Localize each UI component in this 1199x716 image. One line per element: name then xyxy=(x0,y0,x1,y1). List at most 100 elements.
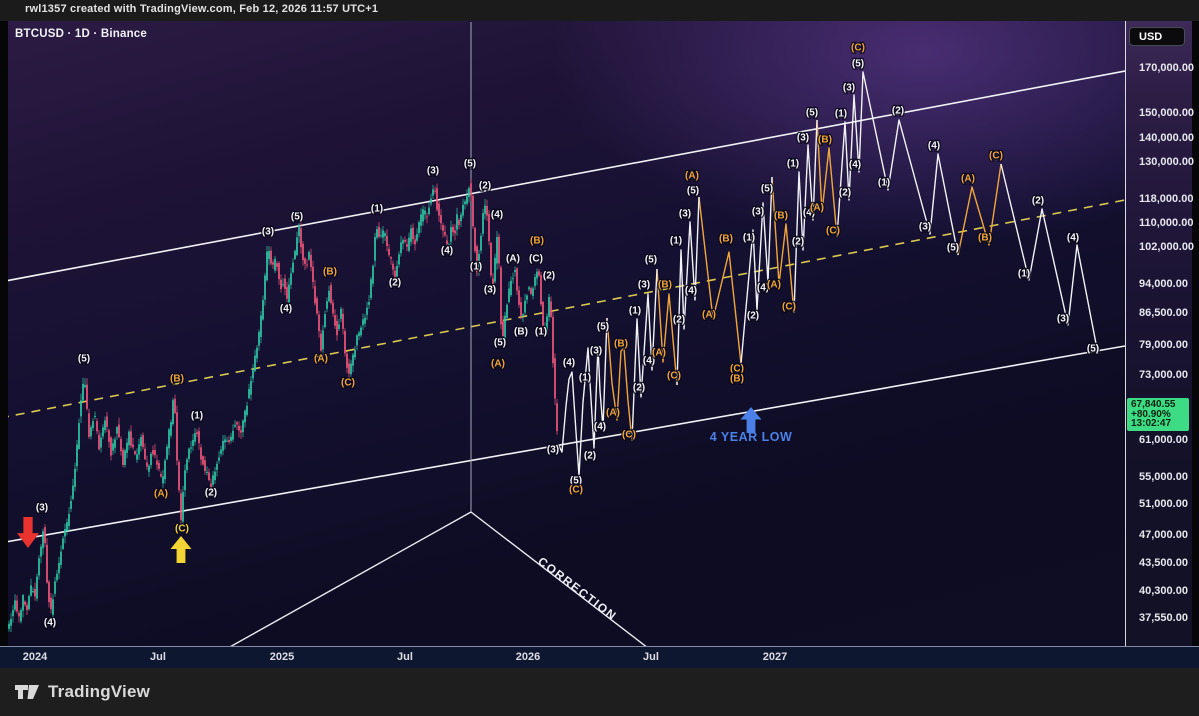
candle-body xyxy=(320,333,322,351)
candle-body xyxy=(376,229,378,238)
candle-body xyxy=(136,454,138,460)
triangle-right[interactable] xyxy=(470,511,648,646)
last-price: 67,840.55 xyxy=(1131,399,1176,410)
wave-label: (4) xyxy=(44,618,56,629)
candle-body xyxy=(368,302,370,305)
bar-countdown: 13:02:47 xyxy=(1131,418,1172,430)
wave-label: (5) xyxy=(761,184,773,195)
candle-body xyxy=(336,320,338,336)
candle-body xyxy=(86,384,88,409)
projection-orange-segment[interactable] xyxy=(957,163,1002,256)
arrows xyxy=(17,407,762,563)
candle-body xyxy=(474,227,476,252)
red-down-arrow[interactable] xyxy=(17,517,39,548)
wave-label: (4) xyxy=(643,356,655,367)
time-axis-label: 2025 xyxy=(269,651,295,663)
candle-body xyxy=(364,317,366,324)
projection-orange-segment[interactable] xyxy=(816,119,838,238)
candle-body xyxy=(242,420,244,433)
candle-body xyxy=(192,439,194,447)
candle-body xyxy=(16,600,18,612)
candle-body xyxy=(392,263,394,270)
chart-plot[interactable]: (3) (4) (5) (A) (B) (C) (1) (2) (3) (4) (5) (B) (A)(… xyxy=(8,21,1125,646)
wave-label: (B) xyxy=(818,135,832,146)
candle-body xyxy=(46,544,48,583)
projection-white-segment[interactable] xyxy=(740,176,773,365)
candle-body xyxy=(440,215,442,224)
wave-label: (B) xyxy=(514,327,528,338)
wave-label: (B) xyxy=(530,236,544,247)
candle-body xyxy=(414,239,416,245)
time-axis-label: Jul xyxy=(150,651,166,663)
candle-body xyxy=(34,588,36,597)
candle-body xyxy=(84,384,86,388)
candle-body xyxy=(454,230,456,234)
candle-body xyxy=(150,453,152,466)
channel-upper[interactable] xyxy=(8,70,1125,282)
price-axis[interactable]: USD 67,840.55 +80.90% 13:02:47 170,000.0… xyxy=(1125,21,1195,646)
wave-label: (5) xyxy=(464,159,476,170)
candle-body xyxy=(112,443,114,451)
candle-body xyxy=(158,463,160,469)
midline-dashed[interactable] xyxy=(8,199,1125,418)
price-axis-label: 150,000.00 xyxy=(1139,107,1195,119)
wave-label: (3) xyxy=(547,445,559,456)
price-axis-label: 110,000.00 xyxy=(1139,217,1194,229)
price-axis-label: 118,000.00 xyxy=(1139,193,1194,205)
time-axis[interactable]: 2024 Jul 2025 Jul 2026 Jul 2027 xyxy=(0,646,1199,668)
wave-label: (C) xyxy=(667,371,681,382)
candle-body xyxy=(430,198,432,204)
candle-body xyxy=(540,275,542,305)
chart-svg[interactable]: (3)(4)(5)(A)(B)(C)(1)(2)(3)(4)(5)(B)(A)(… xyxy=(8,21,1125,646)
wave-label: (3) xyxy=(752,207,764,218)
blue-up-arrow[interactable] xyxy=(740,407,762,433)
projection-white-segment[interactable] xyxy=(631,268,658,442)
candle-body xyxy=(492,278,494,287)
candle-body xyxy=(116,427,118,434)
projection-orange-segment[interactable] xyxy=(771,176,795,314)
yellow-up-arrow[interactable] xyxy=(170,536,192,563)
candle-body xyxy=(78,423,80,449)
projection-white-segment[interactable] xyxy=(793,119,818,314)
candle-body xyxy=(200,447,202,460)
candle-body xyxy=(178,462,180,490)
symbol-legend[interactable]: BTCUSD · 1D · Binance xyxy=(15,28,147,40)
correction-label[interactable]: CORRECTION xyxy=(535,554,619,623)
projection-white-segment[interactable] xyxy=(558,317,608,477)
candle-body xyxy=(282,284,284,286)
candle-body xyxy=(442,225,444,231)
wave-label: (3) xyxy=(1057,314,1069,325)
candle-body xyxy=(466,196,468,204)
wave-label: (2) xyxy=(839,188,851,199)
projection-orange-segment[interactable] xyxy=(656,268,678,386)
candle-body xyxy=(38,558,40,576)
wave-label: (1) xyxy=(670,236,682,247)
candle-body xyxy=(284,278,286,289)
wave-label: (B) xyxy=(978,233,992,244)
candle-body xyxy=(82,383,84,401)
projection-orange-segment[interactable] xyxy=(606,317,633,442)
candle-body xyxy=(234,424,236,427)
candle-body xyxy=(170,422,172,436)
candle-body xyxy=(104,420,106,431)
candle-body xyxy=(334,315,336,326)
candle-body xyxy=(510,280,512,296)
projection-white-segment[interactable] xyxy=(1000,163,1099,355)
candle-body xyxy=(528,287,530,290)
four-year-low-label[interactable]: 4 YEAR LOW xyxy=(710,430,793,444)
wave-label: (3) xyxy=(427,166,439,177)
candle-body xyxy=(138,444,140,455)
price-axis-label: 43,500.00 xyxy=(1139,557,1188,569)
projection-orange-segment[interactable] xyxy=(698,196,742,365)
candle-body xyxy=(132,444,134,448)
projection-white-segment[interactable] xyxy=(836,71,959,256)
projection-white xyxy=(558,71,1099,477)
candle-body xyxy=(340,308,342,319)
tradingview-logo[interactable]: TradingView xyxy=(14,681,150,703)
currency-button[interactable]: USD xyxy=(1129,27,1185,46)
wave-label: (B) xyxy=(614,339,628,350)
projection-white-segment[interactable] xyxy=(676,196,700,386)
wave-label: (1) xyxy=(787,159,799,170)
triangle-left[interactable] xyxy=(228,511,472,646)
wave-label: (3) xyxy=(484,285,496,296)
